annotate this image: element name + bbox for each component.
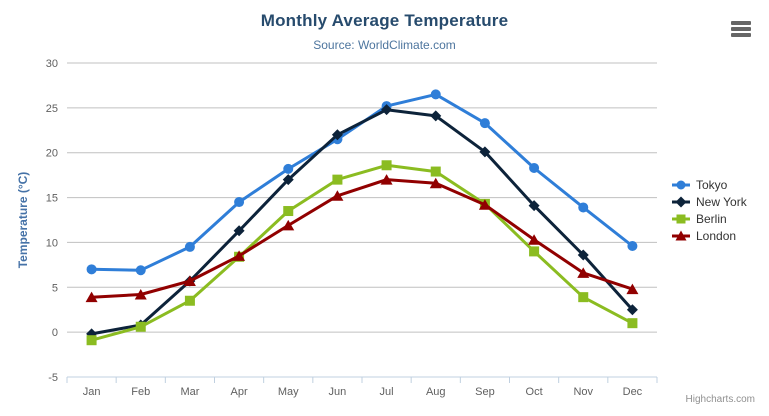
y-axis-label: 5 bbox=[52, 282, 58, 294]
series-marker bbox=[676, 214, 686, 224]
legend-item-label: Tokyo bbox=[696, 178, 728, 192]
diamond-marker-icon bbox=[672, 196, 690, 208]
series-marker bbox=[627, 241, 638, 252]
series-marker bbox=[578, 292, 589, 303]
series-marker bbox=[429, 177, 442, 189]
x-axis-label: Aug bbox=[426, 386, 446, 398]
series-marker bbox=[184, 295, 195, 306]
x-axis-label: Mar bbox=[180, 386, 199, 398]
series-marker bbox=[675, 196, 687, 208]
series-marker bbox=[578, 202, 589, 213]
series-marker bbox=[479, 118, 490, 129]
series-marker bbox=[430, 166, 441, 177]
x-axis-label: Jun bbox=[329, 386, 347, 398]
credits-link[interactable]: Highcharts.com bbox=[685, 394, 755, 405]
series-marker bbox=[135, 265, 146, 276]
legend-item-new-york[interactable]: New York bbox=[671, 194, 747, 210]
x-axis-label: May bbox=[278, 386, 299, 398]
series-tokyo[interactable] bbox=[86, 89, 638, 276]
series-marker bbox=[184, 241, 195, 252]
series-marker bbox=[528, 234, 541, 245]
y-axis-label: 0 bbox=[52, 327, 58, 339]
export-menu-icon[interactable] bbox=[731, 21, 751, 37]
series-marker bbox=[626, 283, 639, 295]
y-axis-title: Temperature (°C) bbox=[16, 172, 30, 269]
series-marker bbox=[528, 200, 540, 212]
x-axis-label: Jan bbox=[83, 386, 101, 398]
y-axis-label: 30 bbox=[46, 58, 58, 70]
x-axis-label: Sep bbox=[475, 386, 495, 398]
series-marker bbox=[331, 190, 344, 201]
series-marker bbox=[626, 304, 638, 316]
legend-item-label: London bbox=[696, 229, 737, 243]
y-axis-label: 15 bbox=[46, 193, 58, 205]
series-marker bbox=[675, 230, 687, 241]
series-marker bbox=[381, 104, 393, 116]
series-marker bbox=[234, 197, 245, 208]
series-marker bbox=[676, 180, 686, 190]
legend-item-tokyo[interactable]: Tokyo bbox=[671, 177, 747, 193]
series-marker bbox=[430, 89, 441, 100]
square-marker-icon bbox=[672, 214, 690, 224]
legend-item-label: Berlin bbox=[696, 212, 727, 226]
series-line bbox=[90, 163, 634, 342]
series-line bbox=[90, 108, 634, 336]
series-marker bbox=[381, 160, 392, 171]
series-marker bbox=[331, 129, 343, 141]
series-marker bbox=[430, 110, 442, 122]
series-london[interactable] bbox=[85, 174, 639, 303]
series-line bbox=[90, 178, 634, 299]
series-marker bbox=[233, 250, 246, 261]
legend-item-london[interactable]: London bbox=[671, 228, 747, 244]
series-marker bbox=[479, 146, 491, 158]
hamburger-bar bbox=[731, 27, 751, 31]
series-marker bbox=[283, 163, 294, 174]
series-marker bbox=[282, 174, 294, 186]
legend: Tokyo New York Berlin London bbox=[671, 177, 747, 245]
y-axis-label: 25 bbox=[46, 103, 58, 115]
x-axis-label: Nov bbox=[573, 386, 593, 398]
series-marker bbox=[577, 249, 589, 261]
series-marker bbox=[282, 219, 295, 231]
series-marker bbox=[380, 174, 393, 185]
legend-item-label: New York bbox=[696, 195, 747, 209]
legend-item-berlin[interactable]: Berlin bbox=[671, 211, 747, 227]
series-marker bbox=[577, 267, 590, 278]
y-axis-label: -5 bbox=[48, 372, 58, 384]
series-marker bbox=[283, 206, 294, 217]
x-axis-label: Jul bbox=[380, 386, 394, 398]
y-axis-label: 20 bbox=[46, 148, 58, 160]
x-axis-label: Feb bbox=[131, 386, 150, 398]
chart-title: Monthly Average Temperature bbox=[260, 11, 509, 30]
y-axis-label: 10 bbox=[46, 237, 58, 249]
series-marker bbox=[86, 335, 97, 346]
chart-subtitle: Source: WorldClimate.com bbox=[313, 38, 456, 52]
x-axis-label: Dec bbox=[623, 386, 643, 398]
x-axis-label: Oct bbox=[526, 386, 543, 398]
series-marker bbox=[183, 275, 196, 287]
series-marker bbox=[332, 174, 343, 185]
series-marker bbox=[529, 162, 540, 173]
triangle-marker-icon bbox=[672, 230, 690, 241]
x-axis-label: Apr bbox=[231, 386, 248, 398]
series-marker bbox=[85, 291, 98, 303]
series-new-york[interactable] bbox=[86, 104, 638, 340]
series-marker bbox=[86, 264, 97, 275]
series-marker bbox=[135, 321, 146, 332]
hamburger-bar bbox=[731, 21, 751, 25]
series-marker bbox=[233, 225, 245, 237]
series-marker bbox=[627, 318, 638, 329]
circle-marker-icon bbox=[672, 180, 690, 190]
series-marker bbox=[134, 288, 147, 300]
hamburger-bar bbox=[731, 33, 751, 37]
series-marker bbox=[478, 199, 491, 210]
series-marker bbox=[529, 246, 540, 257]
